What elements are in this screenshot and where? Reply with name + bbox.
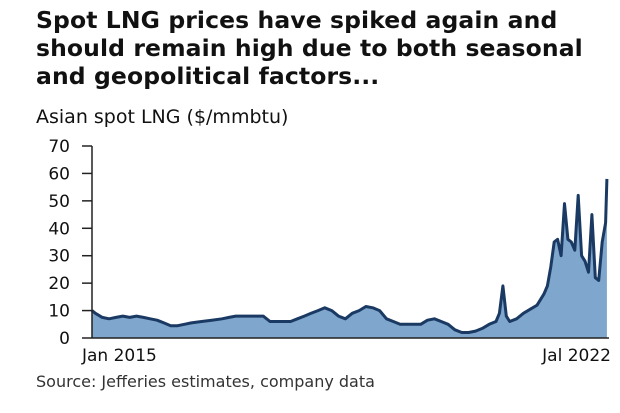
y-tick-label: 30: [48, 247, 70, 267]
y-axis-label: Asian spot LNG ($/mmbtu): [36, 106, 289, 128]
series-line: [91, 178, 609, 334]
x-tick-label: Jan 2015: [81, 346, 157, 366]
y-tick-label: 0: [59, 329, 70, 349]
y-tick-label: 70: [48, 137, 70, 157]
y-tick-label: 50: [48, 192, 70, 212]
series-area: [92, 178, 607, 338]
y-tick-label: 10: [48, 302, 70, 322]
x-tick-label: Jal 2022: [541, 346, 611, 366]
y-tick-label: 20: [48, 274, 70, 294]
source-note: Source: Jefferies estimates, company dat…: [36, 372, 375, 391]
chart-title: Spot LNG prices have spiked again and sh…: [36, 6, 583, 90]
y-tick-label: 60: [48, 164, 70, 184]
y-tick-label: 40: [48, 219, 70, 239]
